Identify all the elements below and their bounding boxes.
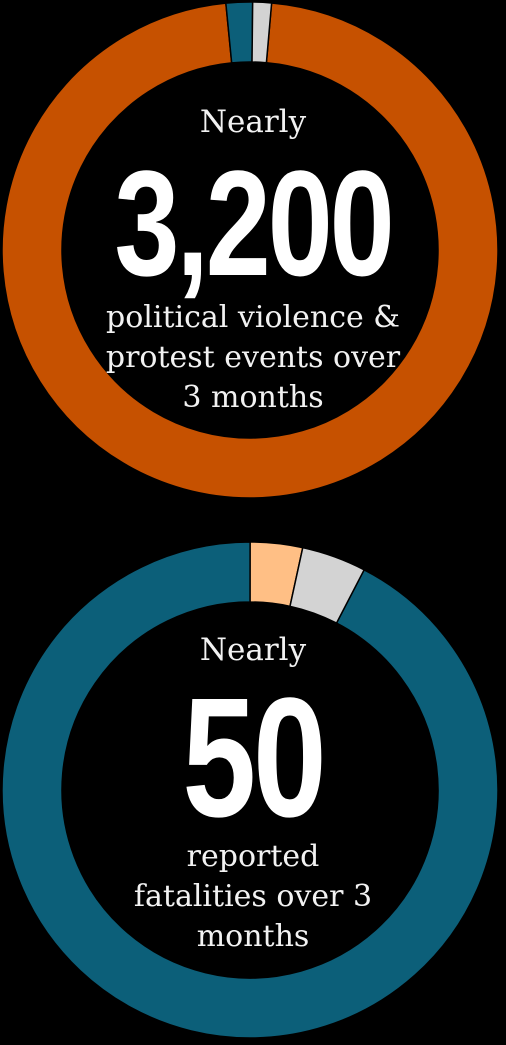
events-donut-hole [62,62,438,438]
events-donut-chart [1,1,499,499]
events-prefix-label: Nearly [199,104,307,140]
events-caption-line: 3 months [182,380,324,415]
fatalities-count-number: 50 [182,663,326,853]
events-caption-line: protest events over [105,340,401,375]
fatalities-prefix-label: Nearly [199,632,307,668]
fatalities-caption: reported fatalities over 3 months [0,837,506,957]
events-donut-panel: Nearly 3,200 political violence & protes… [0,0,506,510]
fatalities-caption-line: fatalities over 3 [133,879,373,914]
fatalities-caption-line: reported [186,839,320,874]
events-caption: political violence & protest events over… [0,298,506,418]
fatalities-donut-hole [62,602,438,978]
fatalities-donut-panel: Nearly 50 reported fatalities over 3 mon… [0,540,506,1045]
fatalities-caption-line: months [196,919,310,954]
events-count-number: 3,200 [114,139,394,307]
events-caption-line: political violence & [106,300,400,335]
fatalities-donut-chart [1,541,499,1039]
